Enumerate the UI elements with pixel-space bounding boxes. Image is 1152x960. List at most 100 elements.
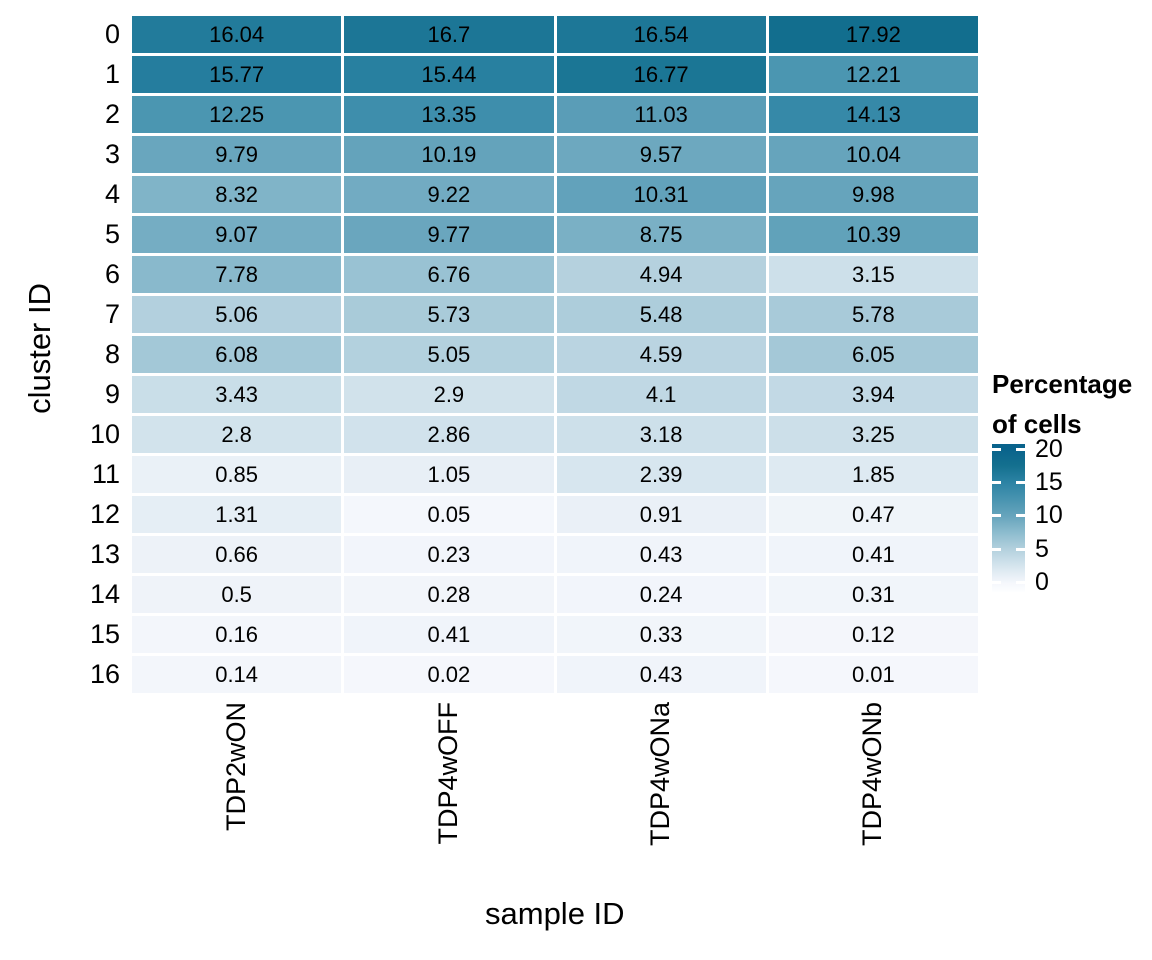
heatmap-cell: 0.12 [768,616,978,653]
legend-title: Percentage of cells [992,364,1132,444]
legend-tick-label: 0 [1035,568,1049,597]
heatmap-cell: 1.05 [344,456,554,493]
heatmap-cell: 9.98 [768,176,978,213]
legend-tick-mark [1016,547,1026,551]
heatmap-cell: 5.48 [556,296,766,333]
legend-tick-mark [1016,481,1026,484]
heatmap-cell: 16.77 [556,56,766,93]
heatmap-cell: 9.79 [132,136,342,173]
heatmap-cell: 10.19 [344,136,554,173]
heatmap-cell: 10.04 [768,136,978,173]
heatmap-cell: 0.24 [556,576,766,613]
heatmap-cell: 7.78 [132,256,342,293]
x-tick-label: TDP2wON [220,702,251,832]
legend-title-line1: Percentage [992,369,1133,399]
legend-tick-mark [991,447,1001,451]
legend-tick-mark [1016,447,1026,451]
heatmap-cell: 0.31 [768,576,978,613]
legend-tick-mark [991,581,1001,585]
y-tick-label: 12 [89,499,120,529]
heatmap-cell: 1.31 [132,496,342,533]
legend-tick-mark [991,514,1001,518]
heatmap-cell: 0.43 [556,656,766,693]
heatmap-cell: 12.21 [768,56,978,93]
heatmap-cell: 0.28 [344,576,554,613]
legend-tick-mark [1016,581,1026,585]
y-tick-label: 16 [89,659,120,689]
y-tick-label: 14 [89,579,120,609]
heatmap-cell: 5.06 [132,296,342,333]
x-axis-title: sample ID [485,896,625,931]
y-tick-label: 2 [104,99,120,129]
heatmap-cell: 0.41 [344,616,554,653]
y-tick-label: 3 [104,139,120,169]
heatmap-cell: 15.77 [132,56,342,93]
y-tick-label: 4 [104,179,120,209]
y-tick-label: 10 [89,419,120,449]
y-tick-label: 0 [104,19,120,49]
heatmap-cell: 0.14 [132,656,342,693]
heatmap-cell: 9.77 [344,216,554,253]
heatmap-cell: 10.31 [556,176,766,213]
heatmap-cell: 8.32 [132,176,342,213]
heatmap-cell: 0.41 [768,536,978,573]
legend-tick-mark [1016,514,1026,518]
heatmap-cell: 0.33 [556,616,766,653]
heatmap-cell: 6.76 [344,256,554,293]
heatmap-cell: 0.23 [344,536,554,573]
y-tick-label: 8 [104,339,120,369]
y-tick-label: 5 [104,219,120,249]
heatmap-cell: 0.01 [768,656,978,693]
y-tick-label: 6 [104,259,120,289]
heatmap-cell: 0.5 [132,576,342,613]
x-tick-label: TDP4wONa [645,702,676,847]
heatmap-cell: 3.25 [768,416,978,453]
heatmap-cell: 10.39 [768,216,978,253]
heatmap-cell: 5.78 [768,296,978,333]
heatmap-cell: 14.13 [768,96,978,133]
legend-tick-label: 20 [1035,434,1063,463]
heatmap-cell: 12.25 [132,96,342,133]
x-tick-label: TDP4wONb [857,702,888,847]
heatmap-cell: 3.43 [132,376,342,413]
heatmap-cell: 0.91 [556,496,766,533]
heatmap-cell: 5.05 [344,336,554,373]
heatmap-cell: 6.05 [768,336,978,373]
legend-tick-label: 10 [1035,501,1063,530]
heatmap-cell: 0.43 [556,536,766,573]
heatmap-cell: 16.7 [344,16,554,53]
heatmap-cell: 3.18 [556,416,766,453]
heatmap-cell: 0.66 [132,536,342,573]
heatmap-cell: 6.08 [132,336,342,373]
heatmap-cell: 3.94 [768,376,978,413]
heatmap-cell: 13.35 [344,96,554,133]
heatmap-cell: 2.86 [344,416,554,453]
heatmap-cell: 0.05 [344,496,554,533]
heatmap-cell: 4.1 [556,376,766,413]
heatmap-cell: 4.59 [556,336,766,373]
heatmap-cell: 5.73 [344,296,554,333]
heatmap-cell: 4.94 [556,256,766,293]
heatmap-cell: 2.8 [132,416,342,453]
heatmap-cell: 2.39 [556,456,766,493]
legend-colorbar [992,444,1025,592]
heatmap-cell: 9.22 [344,176,554,213]
y-tick-label: 7 [104,299,120,329]
legend-tick-label: 5 [1035,534,1049,563]
y-tick-label: 1 [104,59,120,89]
heatmap-cell: 0.47 [768,496,978,533]
heatmap-cell: 9.57 [556,136,766,173]
legend-tick-label: 15 [1035,468,1063,496]
heatmap-cell: 3.15 [768,256,978,293]
heatmap-cell: 11.03 [556,96,766,133]
heatmap-cell: 1.85 [768,456,978,493]
heatmap-cell: 17.92 [768,16,978,53]
heatmap-cell: 16.04 [132,16,342,53]
y-tick-label: 15 [89,619,120,649]
x-tick-label: TDP4wOFF [432,702,463,845]
heatmap-cell: 0.85 [132,456,342,493]
heatmap-cell: 9.07 [132,216,342,253]
heatmap-cell: 0.02 [344,656,554,693]
legend-tick-mark [991,481,1001,484]
